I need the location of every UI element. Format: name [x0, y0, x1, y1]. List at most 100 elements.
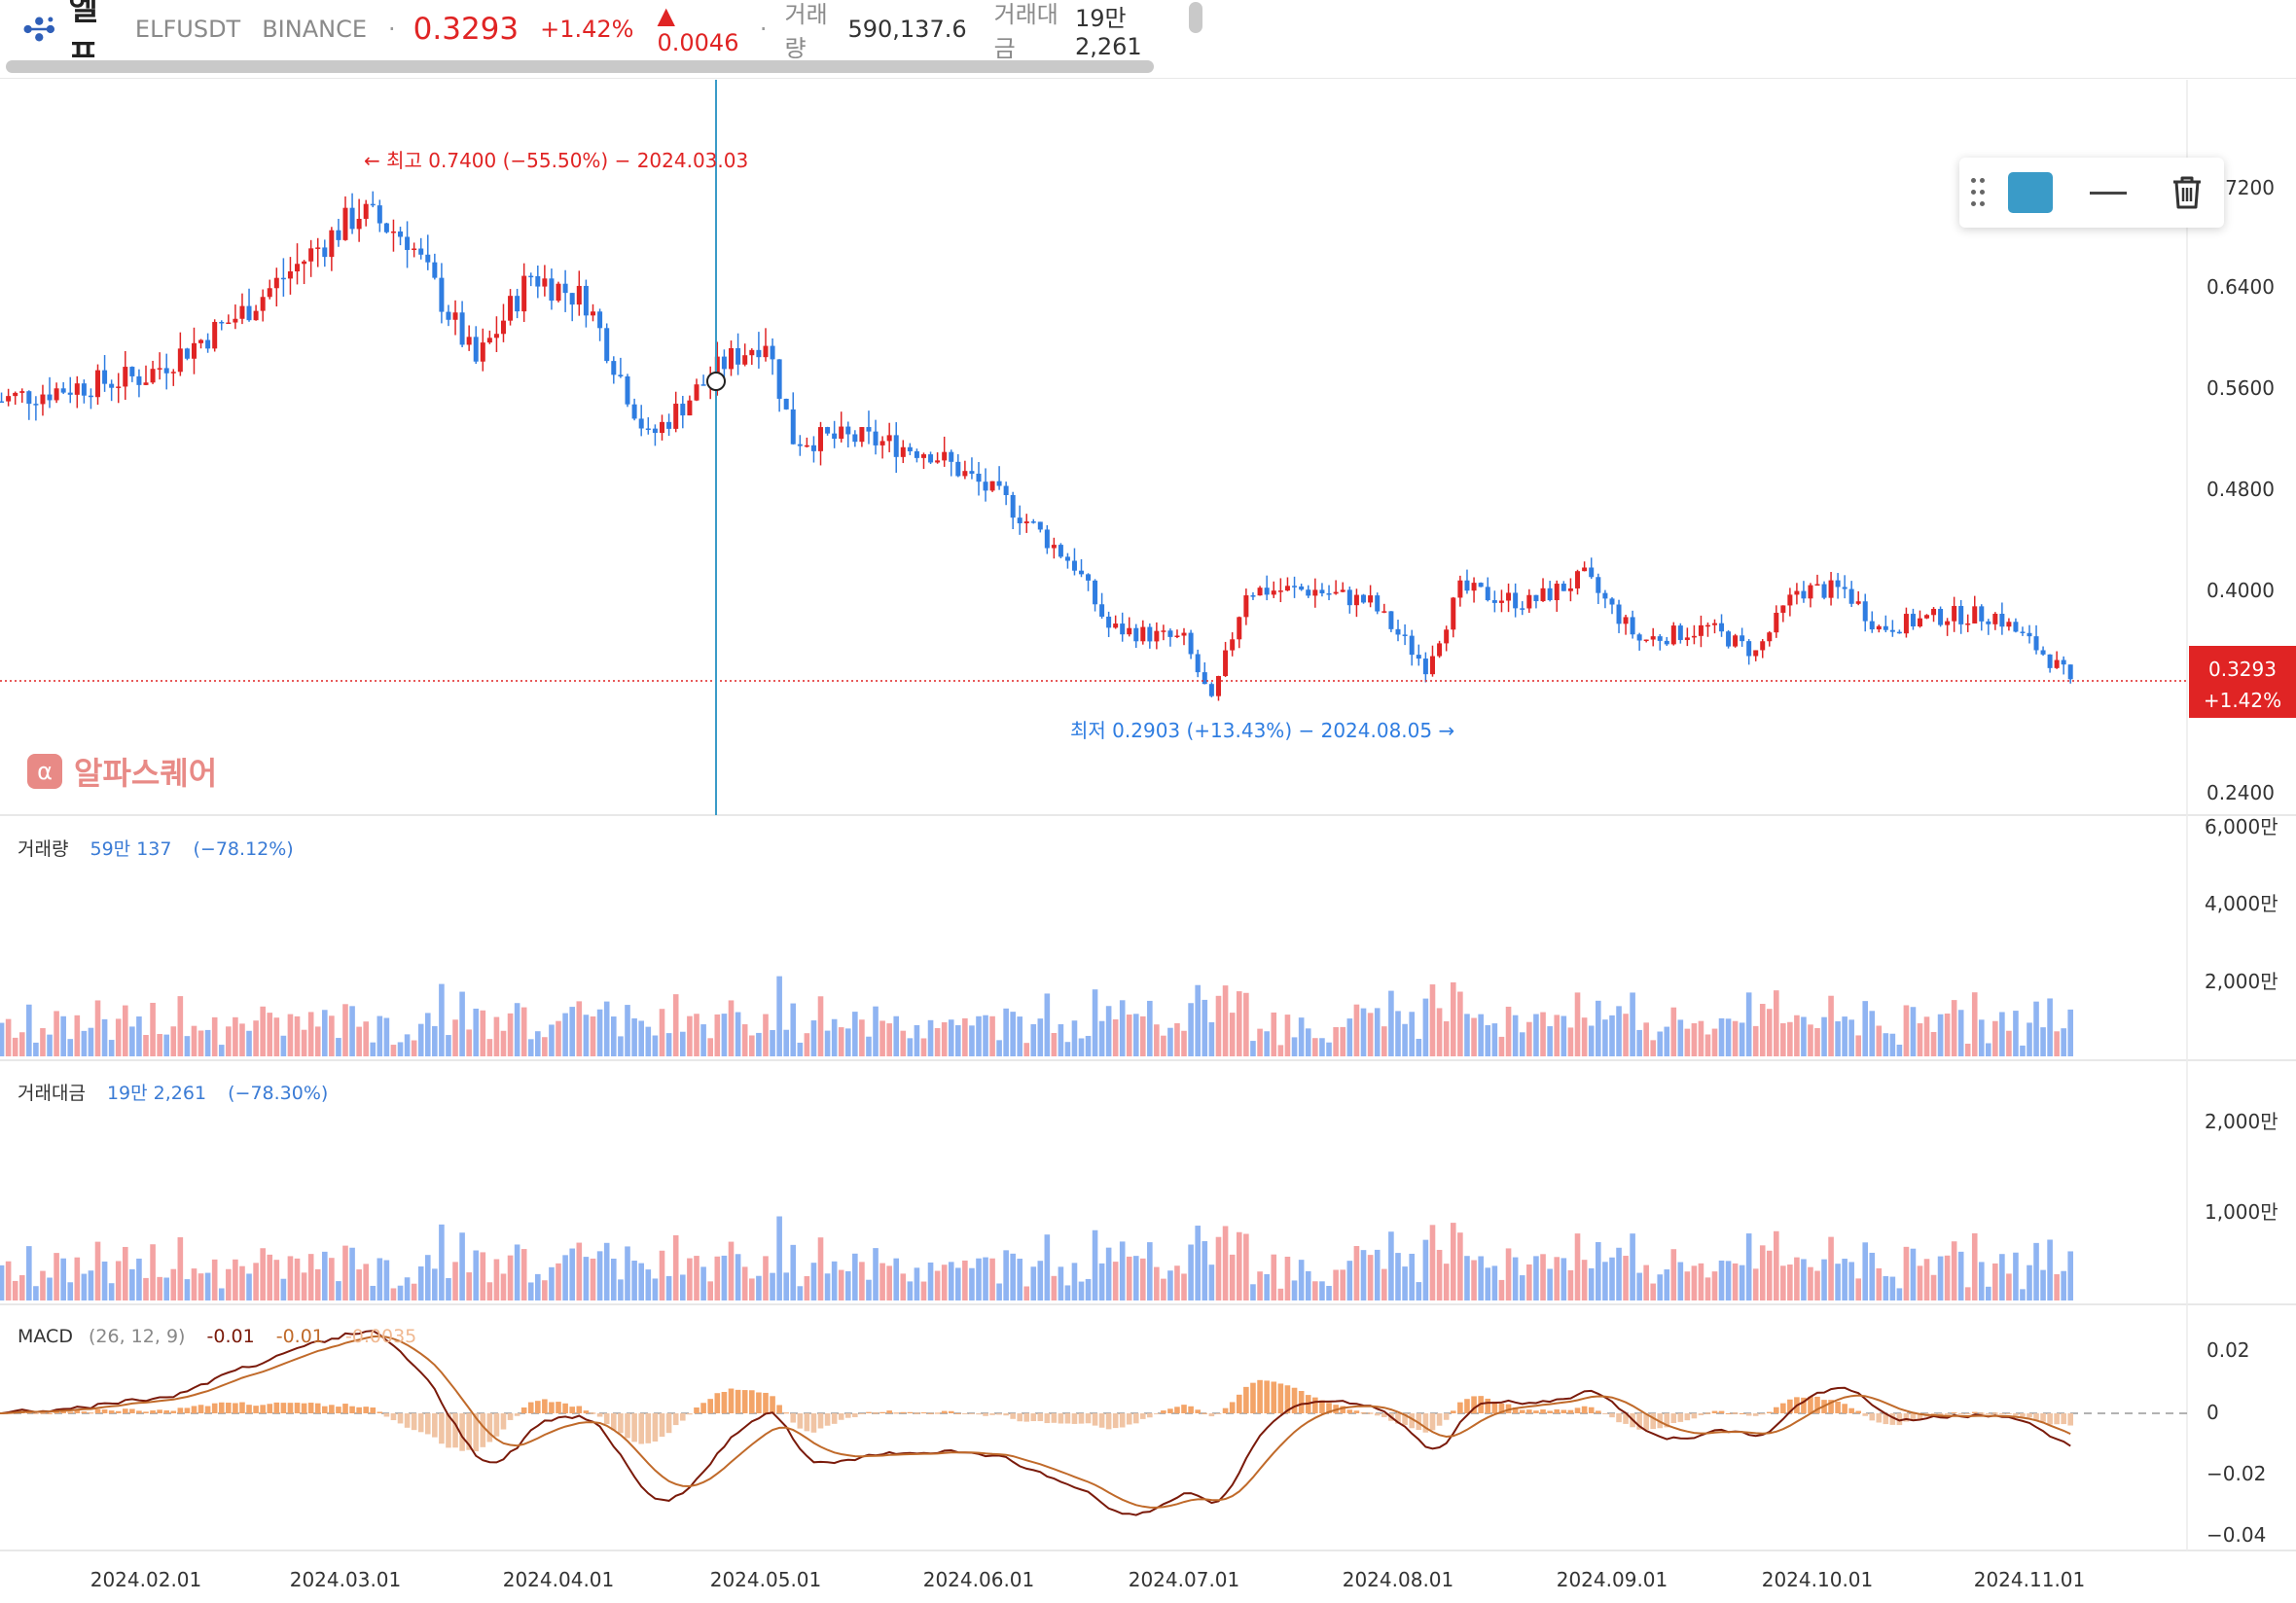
candle-body	[1972, 606, 1978, 623]
macd-hist-bar	[983, 1413, 988, 1416]
volume-bar	[226, 1026, 232, 1056]
amount-bar	[1848, 1262, 1854, 1300]
candle-body	[280, 277, 286, 280]
candle-body	[776, 359, 782, 399]
trash-icon[interactable]	[2168, 173, 2206, 212]
color-swatch-button[interactable]	[2008, 172, 2053, 213]
candle-body	[1429, 656, 1435, 675]
volume-bar	[1561, 1015, 1567, 1056]
candle	[425, 234, 431, 270]
volume-bar	[47, 1034, 53, 1056]
candle-body	[1223, 650, 1229, 677]
amount-bar	[1951, 1241, 1957, 1300]
candle	[191, 327, 197, 374]
header-divider	[0, 78, 2296, 79]
macd-hist-bar	[377, 1411, 383, 1413]
candle-body	[26, 391, 32, 405]
macd-hist-bar	[934, 1412, 941, 1414]
horizontal-scrollbar[interactable]	[6, 60, 1154, 73]
macd-signal-value: -0.01	[275, 1326, 324, 1347]
volume-bar	[1677, 1019, 1684, 1056]
candle-body	[1023, 521, 1029, 523]
macd-hist-bar	[1017, 1413, 1022, 1422]
volume-bar	[336, 1038, 341, 1056]
amount-bar	[948, 1262, 954, 1300]
macd-hist-bar	[659, 1413, 665, 1438]
candle-body	[480, 342, 485, 362]
macd-hist-bar	[562, 1403, 568, 1413]
candle-body	[893, 435, 899, 457]
candle	[729, 340, 734, 376]
candle	[893, 422, 899, 474]
amount-bar	[1367, 1255, 1374, 1300]
candle	[1547, 581, 1553, 602]
macd-hist-bar	[2047, 1413, 2053, 1425]
amount-bar	[700, 1266, 706, 1300]
volume-bar	[191, 1025, 197, 1056]
volume-bar	[2054, 1031, 2060, 1056]
amount-bar	[336, 1281, 341, 1300]
candle	[1340, 582, 1345, 592]
macd-hist-bar	[1340, 1406, 1346, 1413]
candle	[928, 451, 934, 465]
candle	[631, 398, 637, 421]
candle-body	[2013, 622, 2019, 632]
amount-bar	[1498, 1279, 1505, 1300]
macd-hist-bar	[1596, 1410, 1601, 1413]
candle-body	[123, 367, 128, 387]
candle-body	[459, 312, 465, 345]
amount-current: 19만 2,261	[106, 1083, 207, 1104]
candle-body	[673, 404, 679, 429]
volume-bar	[473, 1008, 480, 1056]
line-style-button[interactable]	[2090, 191, 2127, 195]
amount-bar	[831, 1261, 838, 1300]
macd-hist-bar	[1999, 1413, 2005, 1414]
volume-bar	[233, 1016, 238, 1056]
candle-body	[920, 454, 926, 458]
volume-bar	[1037, 1018, 1044, 1056]
macd-hist-bar	[804, 1413, 810, 1432]
volume-bar	[218, 1045, 225, 1056]
amount-bar	[321, 1251, 328, 1300]
macd-hist-bar	[596, 1413, 603, 1417]
volume-bar	[1188, 1003, 1194, 1056]
candle	[1437, 640, 1443, 659]
amount-bar	[1725, 1261, 1732, 1300]
volume-bar	[273, 1017, 280, 1056]
candle-body	[33, 404, 39, 406]
volume-bars-layer	[0, 976, 2073, 1056]
volume-bar	[687, 1015, 693, 1056]
volume-bar	[370, 1042, 377, 1056]
volume-bar	[1195, 984, 1201, 1056]
vertical-scrollbar[interactable]	[1189, 2, 1202, 33]
volume-bar	[12, 1037, 18, 1056]
candle	[1575, 569, 1581, 595]
macd-hist-bar	[520, 1407, 527, 1413]
macd-hist-bar	[411, 1413, 417, 1431]
amount-bar	[1774, 1230, 1779, 1300]
candle	[1567, 578, 1573, 602]
macd-hist-bar	[527, 1402, 534, 1413]
volume-bar	[625, 1005, 630, 1056]
drag-handle-icon[interactable]	[1971, 178, 1985, 207]
candle	[246, 288, 252, 322]
macd-hist-bar	[191, 1406, 197, 1413]
volume-bar	[1862, 1001, 1869, 1056]
candle-body	[253, 310, 259, 321]
amount-bar	[756, 1275, 762, 1300]
candle-body	[976, 474, 982, 482]
macd-hist-bar	[1869, 1413, 1876, 1421]
macd-hist-bar	[1464, 1399, 1470, 1413]
candle	[1319, 583, 1325, 597]
amount-bar	[1044, 1234, 1051, 1300]
macd-hist-bar	[1215, 1413, 1222, 1414]
volume-bar	[1732, 1020, 1739, 1056]
volume-bar	[1616, 1006, 1622, 1056]
volume-bar	[1491, 1023, 1498, 1056]
date-tick: 2024.09.01	[1557, 1568, 1668, 1591]
volume-bar	[2027, 1022, 2032, 1056]
macd-hist-bar	[40, 1412, 46, 1414]
candle-body	[95, 370, 101, 398]
amount-bar	[473, 1250, 480, 1300]
